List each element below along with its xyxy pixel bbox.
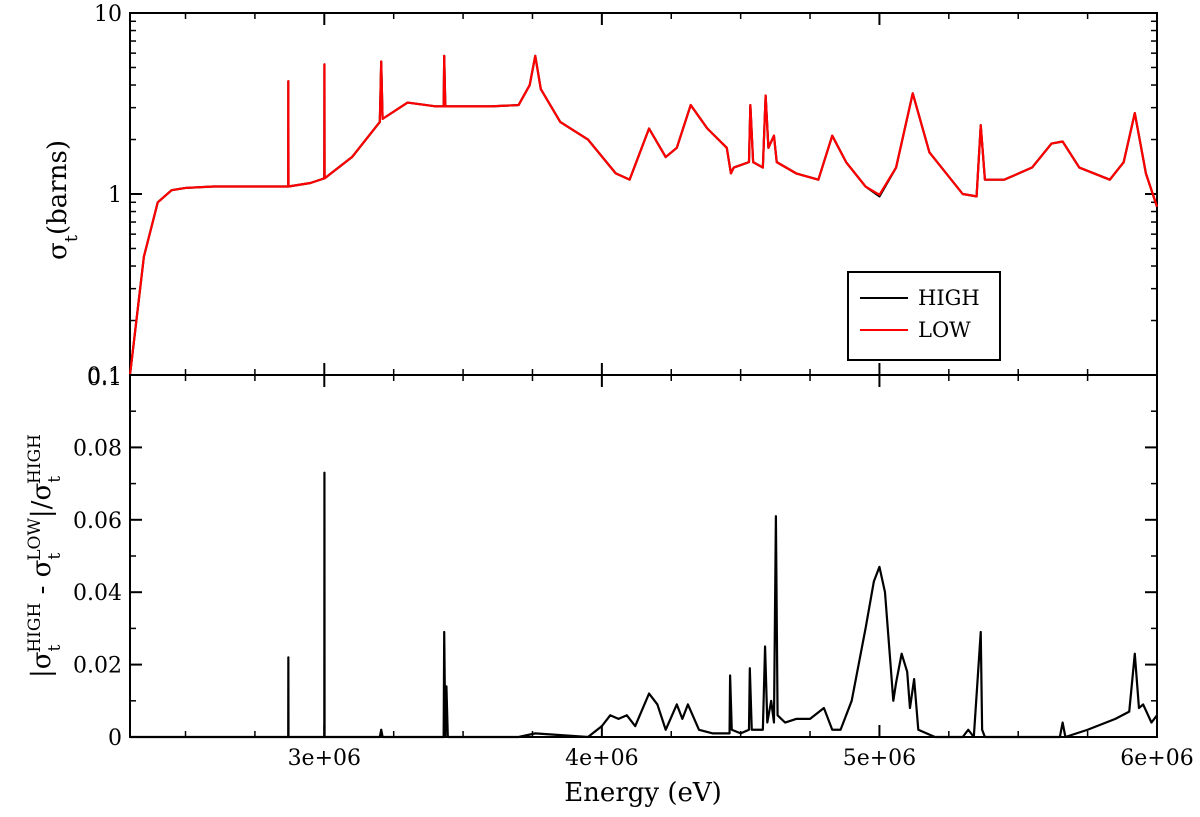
top-y-tick-label: 10 bbox=[94, 2, 122, 27]
top-series-line-high bbox=[128, 54, 1159, 376]
top-series bbox=[128, 54, 1159, 376]
legend-label-high: HIGH bbox=[918, 286, 980, 310]
bottom-series-line-difference bbox=[130, 471, 1158, 739]
bottom-y-tick-label: 0 bbox=[108, 726, 122, 751]
legend-box bbox=[847, 271, 1001, 361]
bottom-y-tick-label: 0.04 bbox=[73, 581, 122, 606]
top-plot-frame bbox=[129, 12, 1158, 376]
top-panel-cross-section: 0.1 1 10 HIGH LOW σt(barns) bbox=[43, 2, 1159, 391]
top-y-tick-label: 1 bbox=[108, 183, 122, 208]
bottom-ticks: 3e+06 4e+06 5e+06 6e+06 0 0.02 0.04 0.06 0.08 0.1 bbox=[73, 364, 1194, 771]
bottom-x-tick-label: 4e+06 bbox=[565, 746, 638, 771]
bottom-x-tick-label: 3e+06 bbox=[288, 746, 361, 771]
bottom-y-tick-label: 0.1 bbox=[87, 364, 122, 389]
bottom-series bbox=[130, 471, 1158, 739]
bottom-y-tick-label: 0.06 bbox=[73, 509, 122, 534]
legend-label-low: LOW bbox=[918, 318, 971, 342]
top-y-tick-label: 0.1 bbox=[87, 366, 122, 391]
bottom-plot-frame bbox=[129, 374, 1158, 738]
top-y-axis-title: σt(barns) bbox=[43, 140, 82, 260]
bottom-x-tick-label: 5e+06 bbox=[843, 746, 916, 771]
top-series-line-low bbox=[128, 54, 1159, 376]
bottom-y-tick-label: 0.08 bbox=[73, 436, 122, 461]
top-legend: HIGH LOW bbox=[847, 271, 1001, 361]
top-ticks: 0.1 1 10 bbox=[87, 2, 1158, 391]
bottom-y-axis-title: |σtHIGH - σtLOW|/σtHIGH bbox=[25, 434, 65, 678]
bottom-panel-relative-difference: 3e+06 4e+06 5e+06 6e+06 0 0.02 0.04 0.06 0.08 0.1… bbox=[25, 364, 1194, 808]
x-axis-title: Energy (eV) bbox=[564, 778, 722, 808]
bottom-y-tick-label: 0.02 bbox=[73, 654, 122, 679]
bottom-x-tick-label: 6e+06 bbox=[1120, 746, 1193, 771]
